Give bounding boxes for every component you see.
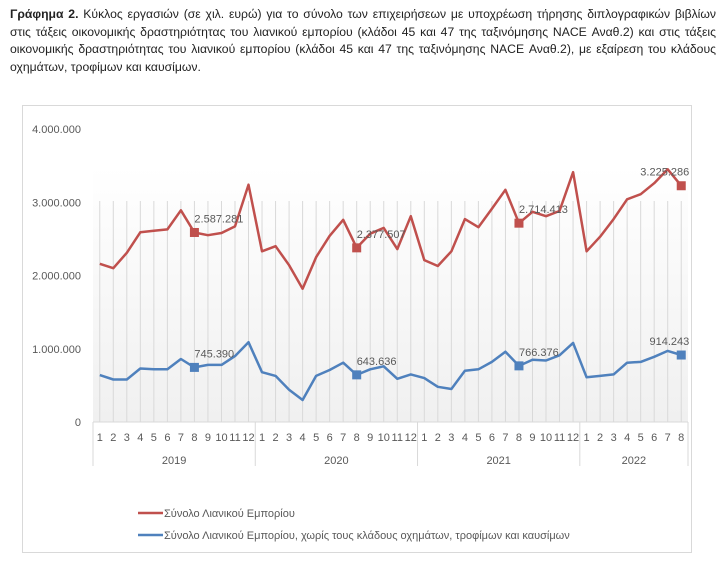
chart-caption: Γράφημα 2. Κύκλος εργασιών (σε χιλ. ευρώ… xyxy=(10,6,716,76)
x-tick-month: 9 xyxy=(529,432,535,444)
data-label: 3.225.286 xyxy=(640,167,689,179)
x-tick-month: 5 xyxy=(313,432,319,444)
x-tick-month: 1 xyxy=(584,432,590,444)
x-tick-month: 10 xyxy=(540,432,552,444)
x-tick-month: 6 xyxy=(651,432,657,444)
x-tick-year: 2021 xyxy=(486,455,510,467)
y-axis: 0 1.000.000 2.000.000 3.000.000 4.000.000 xyxy=(32,124,81,429)
data-label: 643.636 xyxy=(357,356,397,368)
x-tick-month: 11 xyxy=(229,432,240,444)
x-tick-month: 1 xyxy=(421,432,427,444)
x-tick-month: 2 xyxy=(110,432,116,444)
x-tick-month: 11 xyxy=(392,432,403,444)
data-point-marker xyxy=(514,218,524,228)
data-label: 2.587.281 xyxy=(194,213,243,225)
data-label: 2.377.507 xyxy=(357,229,406,241)
legend-label: Σύνολο Λιανικού Εμπορίου xyxy=(164,508,295,520)
x-tick-month: 3 xyxy=(611,432,617,444)
x-tick-month: 3 xyxy=(124,432,130,444)
x-tick-month: 3 xyxy=(286,432,292,444)
x-tick-month: 5 xyxy=(151,432,157,444)
x-tick-year: 2022 xyxy=(622,455,646,467)
x-tick-month: 5 xyxy=(475,432,481,444)
x-tick-month: 11 xyxy=(554,432,565,444)
x-tick-month: 9 xyxy=(367,432,373,444)
y-tick-label: 1.000.000 xyxy=(32,344,81,356)
x-tick-month: 8 xyxy=(516,432,522,444)
y-tick-label: 0 xyxy=(75,417,81,429)
x-tick-month: 12 xyxy=(567,432,579,444)
x-tick-month: 8 xyxy=(678,432,684,444)
legend-label: Σύνολο Λιανικού Εμπορίου, χωρίς τους κλά… xyxy=(164,530,570,542)
x-tick-year: 2020 xyxy=(324,455,348,467)
x-tick-month: 7 xyxy=(340,432,346,444)
x-tick-month: 4 xyxy=(300,432,306,444)
x-tick-month: 4 xyxy=(624,432,630,444)
x-tick-month: 9 xyxy=(205,432,211,444)
x-tick-month: 4 xyxy=(462,432,468,444)
x-tick-month: 5 xyxy=(638,432,644,444)
x-tick-month: 10 xyxy=(378,432,390,444)
x-axis: 1 2 3 4 5 6 7 8 9 10 11 12 1 2 3 4 5 6 7 8 9 10 11 12 1 2 3 4 5 6 7 8 9 1… xyxy=(92,421,689,467)
x-tick-month: 7 xyxy=(665,432,671,444)
x-tick-month: 8 xyxy=(191,432,197,444)
plot-area xyxy=(93,166,688,422)
data-label: 914.243 xyxy=(649,336,689,348)
x-tick-month: 4 xyxy=(137,432,143,444)
x-tick-year: 2019 xyxy=(162,455,186,467)
x-tick-month: 7 xyxy=(502,432,508,444)
x-tick-month: 2 xyxy=(435,432,441,444)
caption-label: Γράφημα 2. xyxy=(10,7,79,21)
data-point-marker xyxy=(514,361,524,371)
x-tick-month: 3 xyxy=(448,432,454,444)
x-tick-month: 12 xyxy=(405,432,417,444)
data-point-marker xyxy=(676,350,686,360)
x-tick-month: 10 xyxy=(215,432,227,444)
data-point-marker xyxy=(189,362,199,372)
series-markers: 2.587.281 2.377.507 2.714.413 3.225.286 745.… xyxy=(189,167,689,380)
data-point-marker xyxy=(676,181,686,191)
data-point-marker xyxy=(352,243,362,253)
y-tick-label: 4.000.000 xyxy=(32,124,81,136)
caption-text: Κύκλος εργασιών (σε χιλ. ευρώ) για το σύ… xyxy=(10,7,716,74)
x-tick-month: 2 xyxy=(272,432,278,444)
data-label: 766.376 xyxy=(519,347,559,359)
data-label: 745.390 xyxy=(194,348,234,360)
x-tick-month: 6 xyxy=(489,432,495,444)
x-tick-month: 8 xyxy=(354,432,360,444)
y-tick-label: 2.000.000 xyxy=(32,271,81,283)
x-tick-month: 1 xyxy=(259,432,265,444)
x-tick-month: 12 xyxy=(242,432,254,444)
x-tick-month: 1 xyxy=(97,432,103,444)
legend: Σύνολο Λιανικού Εμπορίου Σύνολο Λιανικού … xyxy=(138,508,570,542)
data-label: 2.714.413 xyxy=(519,204,568,216)
data-point-marker xyxy=(352,370,362,380)
x-tick-month: 2 xyxy=(597,432,603,444)
data-point-marker xyxy=(189,227,199,237)
x-tick-month: 7 xyxy=(178,432,184,444)
x-tick-month: 6 xyxy=(164,432,170,444)
y-tick-label: 3.000.000 xyxy=(32,197,81,209)
x-tick-month: 6 xyxy=(327,432,333,444)
